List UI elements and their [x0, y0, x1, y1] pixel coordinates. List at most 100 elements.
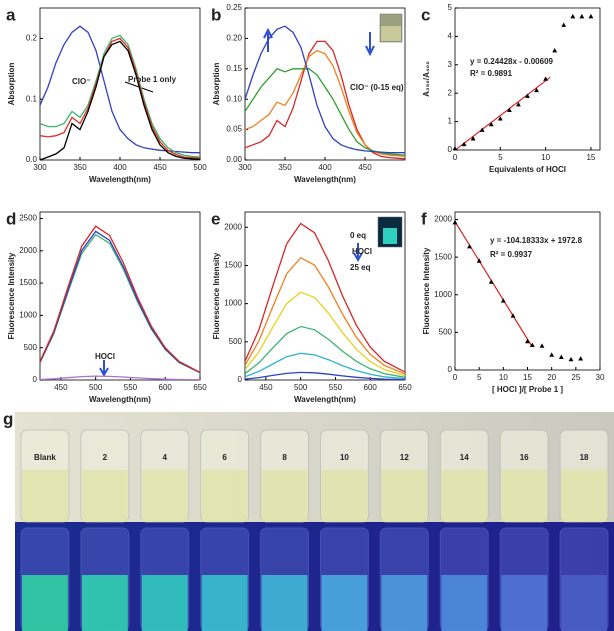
- data-point: [467, 244, 472, 249]
- x-tick-label: 15: [586, 153, 595, 162]
- spectrum-line: [40, 34, 200, 158]
- vial-uv-liquid: [141, 575, 188, 631]
- x-tick-label: 450: [358, 163, 372, 172]
- x-tick-label: 550: [329, 383, 343, 392]
- x-tick-label: 10: [541, 153, 550, 162]
- spectrum-line: [245, 25, 405, 154]
- y-tick-label: 3: [448, 60, 453, 69]
- annotation: R² = 0.9891: [470, 69, 513, 78]
- annotation: ClO⁻ (0-15 eq): [350, 83, 404, 92]
- x-tick-label: 30: [596, 373, 605, 382]
- x-tick-label: 600: [364, 383, 378, 392]
- annotation: HOCl: [352, 247, 372, 256]
- annotation: y = 0.24428x - 0.00609: [470, 57, 554, 66]
- y-tick-label: 0.20: [226, 34, 242, 43]
- spectrum-line: [245, 371, 405, 380]
- y-tick-label: 500: [24, 343, 38, 352]
- annotation: 25 eq: [350, 263, 371, 272]
- data-point: [452, 145, 458, 151]
- panel-label: b: [211, 5, 221, 24]
- data-point: [510, 313, 516, 318]
- vial-uv-liquid: [381, 575, 428, 631]
- data-point: [461, 141, 467, 147]
- vial-label: 14: [460, 453, 469, 462]
- plot-frame: [244, 211, 406, 381]
- data-point: [561, 22, 567, 27]
- y-axis-label: Fluorescence Intensity: [422, 247, 431, 334]
- annotation: y = -104.18333x + 1972.8: [490, 236, 583, 245]
- spectrum-line: [40, 225, 200, 373]
- x-tick-label: 600: [159, 383, 173, 392]
- y-axis-label: Fluorescence Intensity: [212, 252, 221, 339]
- y-tick-label: 0.10: [226, 94, 242, 103]
- annotation: Probe 1 only: [128, 75, 177, 84]
- data-point: [529, 342, 535, 347]
- x-axis-label: [ HOCl ]/[ Probe 1 ]: [492, 385, 563, 394]
- y-tick-label: 0: [238, 375, 243, 384]
- panel-label: d: [6, 209, 16, 228]
- data-point: [488, 121, 494, 127]
- vial-uv-liquid: [22, 575, 68, 631]
- fit-line: [455, 76, 551, 150]
- data-point: [470, 136, 476, 141]
- y-axis-label: Fluorescence Intensity: [7, 252, 16, 339]
- data-point: [516, 101, 521, 107]
- data-point: [534, 87, 539, 93]
- x-tick-label: 500: [193, 163, 207, 172]
- spectrum-line: [40, 37, 200, 159]
- data-point: [539, 343, 545, 348]
- panel-label: c: [421, 5, 430, 24]
- vial-liquid: [81, 470, 128, 522]
- spectrum-line: [245, 352, 405, 380]
- annotation: 0 eq: [350, 231, 366, 240]
- x-tick-label: 0: [453, 373, 458, 382]
- vial-label: Blank: [34, 453, 56, 462]
- y-tick-label: 0.05: [226, 125, 242, 134]
- y-tick-label: 1500: [19, 278, 37, 287]
- y-tick-label: 2000: [224, 222, 242, 231]
- spectrum-line: [245, 222, 405, 373]
- data-point: [588, 13, 594, 19]
- vial-label: 16: [520, 453, 529, 462]
- y-tick-label: 1: [448, 117, 453, 126]
- x-axis-label: Wavelength(nm): [294, 175, 356, 184]
- vial-label: 8: [282, 453, 287, 462]
- data-point: [568, 356, 574, 362]
- x-tick-label: 300: [33, 163, 47, 172]
- data-point: [570, 13, 576, 19]
- x-tick-label: 10: [499, 373, 508, 382]
- vial-uv-liquid: [441, 575, 488, 631]
- vial-uv-liquid: [561, 575, 607, 631]
- vial-label: 12: [400, 453, 409, 462]
- y-tick-label: 0.00: [226, 155, 242, 164]
- data-point: [497, 116, 503, 121]
- x-axis-label: Wavelength(nm): [89, 395, 151, 404]
- panel-label: g: [3, 409, 13, 428]
- x-tick-label: 400: [113, 163, 127, 172]
- vial-uv-liquid: [321, 575, 368, 631]
- data-point: [525, 338, 530, 344]
- annotation: R² = 0.9937: [490, 250, 533, 259]
- data-point: [500, 298, 506, 303]
- vial-label: 10: [340, 453, 349, 462]
- x-tick-label: 400: [318, 163, 332, 172]
- data-point: [525, 93, 530, 98]
- y-tick-label: 1500: [434, 252, 452, 261]
- y-axis-label: A₃₅₀/A₄₀₀: [422, 61, 431, 97]
- data-point: [549, 352, 555, 357]
- x-tick-label: 500: [89, 383, 103, 392]
- annotation: HOCl: [95, 352, 115, 361]
- spectrum-line: [245, 291, 405, 377]
- panel-label: a: [6, 5, 16, 24]
- vial-label: 6: [222, 453, 227, 462]
- data-point: [479, 127, 485, 132]
- data-point: [543, 76, 549, 81]
- y-tick-label: 5: [448, 3, 453, 12]
- x-tick-label: 350: [73, 163, 87, 172]
- y-axis-label: Absorption: [7, 63, 16, 106]
- plot-frame: [454, 7, 601, 151]
- x-axis-label: Wavelength(nm): [89, 175, 151, 184]
- y-tick-label: 0.2: [26, 34, 38, 43]
- vial-liquid: [141, 470, 188, 522]
